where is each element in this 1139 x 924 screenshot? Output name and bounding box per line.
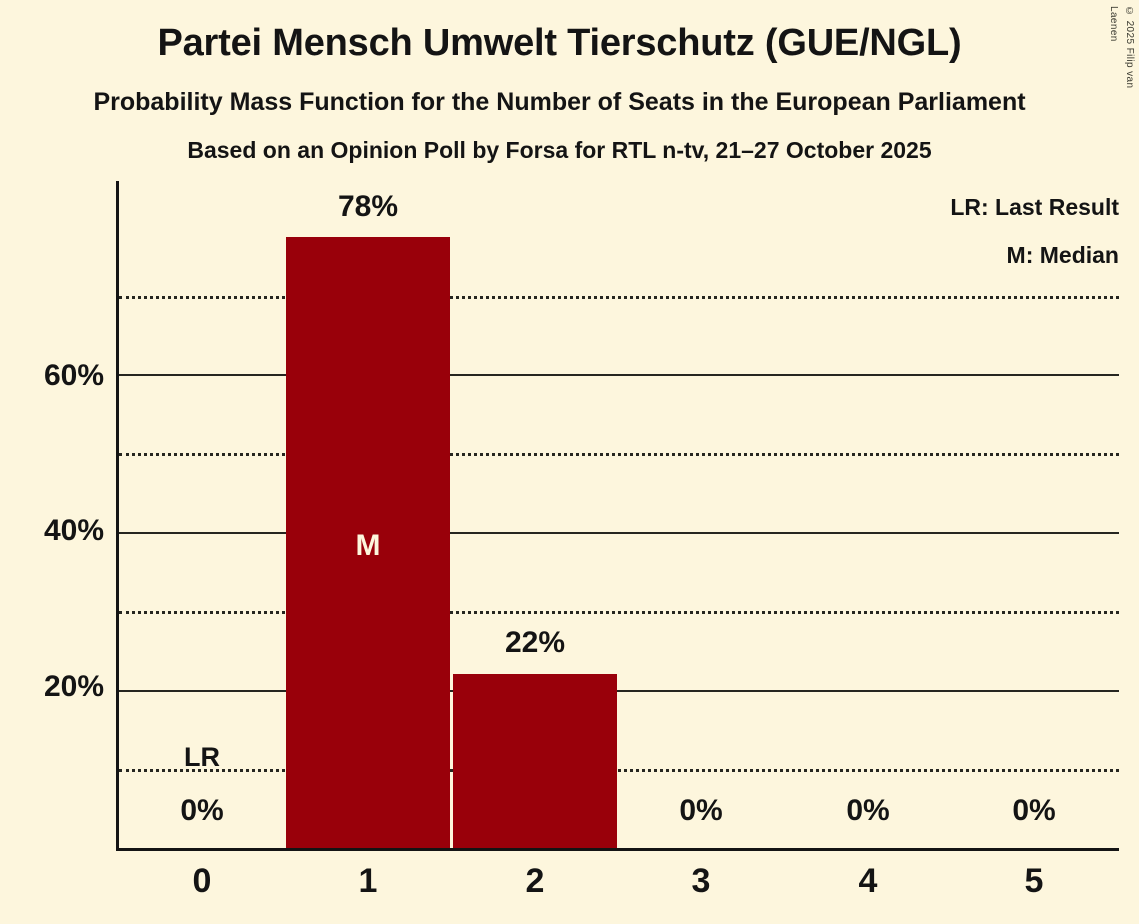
- x-tick-5: 5: [1024, 862, 1044, 900]
- x-tick-4: 4: [858, 862, 878, 900]
- gridline-40: [119, 532, 1119, 534]
- gridline-20: [119, 690, 1119, 692]
- gridline-30: [119, 611, 1119, 614]
- legend-entry-median: M: Median: [1006, 242, 1119, 268]
- page-title: Partei Mensch Umwelt Tierschutz (GUE/NGL…: [157, 22, 962, 64]
- value-label-4: 0%: [846, 794, 890, 827]
- y-axis-line: [116, 181, 119, 848]
- value-label-2: 22%: [504, 626, 566, 659]
- gridline-60: [119, 374, 1119, 376]
- x-tick-0: 0: [192, 862, 212, 900]
- value-label-3: 0%: [679, 794, 723, 827]
- last-result-marker-label: LR: [184, 742, 220, 772]
- gridline-50: [119, 453, 1119, 456]
- x-tick-1: 1: [358, 862, 378, 900]
- legend-entry-last-result: LR: Last Result: [950, 194, 1119, 220]
- value-label-1: 78%: [337, 190, 399, 223]
- bar-2-seats[interactable]: [453, 674, 617, 848]
- value-label-5: 0%: [1012, 794, 1056, 827]
- chart-subtitle: Probability Mass Function for the Number…: [93, 88, 1026, 116]
- x-axis-line: [116, 848, 1119, 851]
- y-axis-tick-labels: 60% 40% 20%: [0, 181, 104, 848]
- gridline-10: [119, 769, 1119, 772]
- plot-area: M LR 0% 78% 22% 0% 0% 0%: [116, 181, 1119, 851]
- bar-1-seat[interactable]: [286, 237, 450, 848]
- chart-legend: LR: Last Result M: Median: [950, 183, 1119, 279]
- y-tick-60: 60%: [43, 359, 104, 392]
- y-tick-40: 40%: [43, 514, 104, 547]
- median-marker-label: M: [355, 529, 381, 562]
- value-label-0: 0%: [180, 794, 224, 827]
- y-tick-20: 20%: [43, 670, 104, 703]
- x-tick-3: 3: [691, 862, 711, 900]
- x-tick-2: 2: [525, 862, 545, 900]
- gridline-70: [119, 296, 1119, 299]
- chart-source-line: Based on an Opinion Poll by Forsa for RT…: [187, 137, 932, 163]
- x-axis-tick-labels: 0 1 2 3 4 5: [119, 862, 1119, 912]
- copyright-notice: © 2025 Filip van Laenen: [1108, 6, 1135, 89]
